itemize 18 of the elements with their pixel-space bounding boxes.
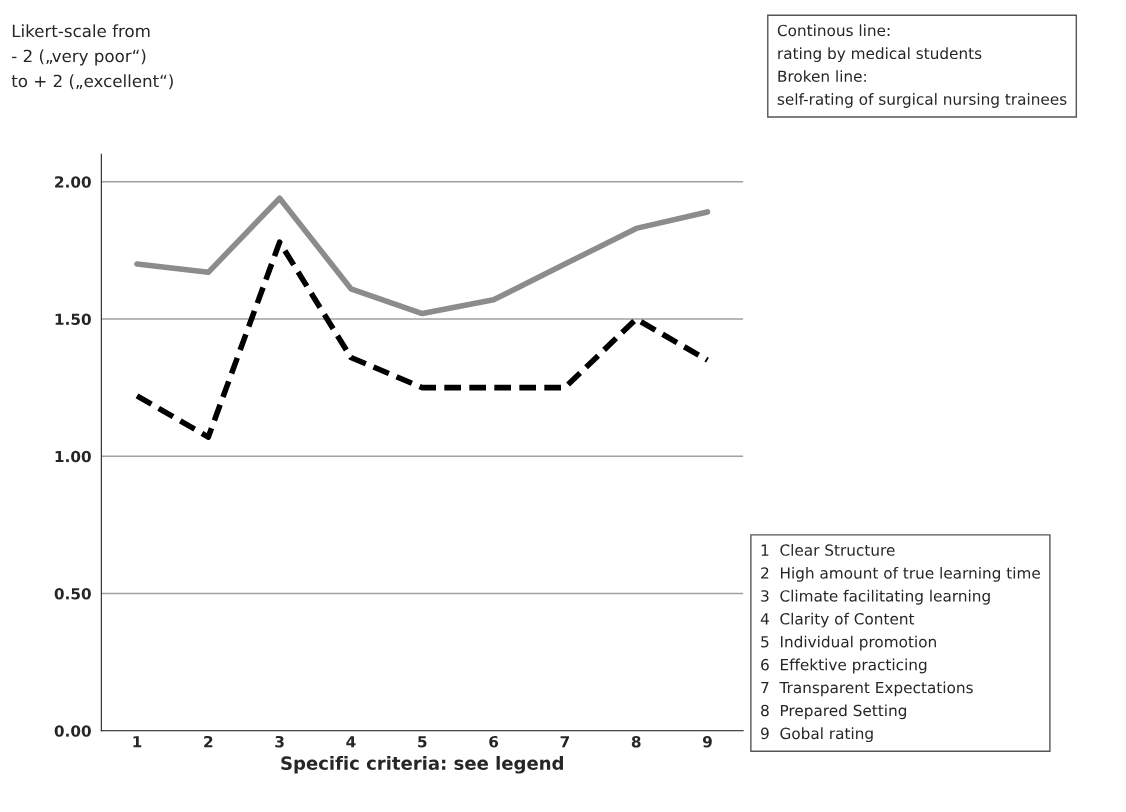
- y-tick-label: 0.50: [54, 588, 91, 600]
- text: Continous line: rating by medical students Broken line: self-rating of surgical nursing trainees: [777, 24, 1067, 108]
- x-tick-label: 7: [560, 736, 569, 748]
- y-tick-label: 1.50: [55, 313, 91, 326]
- x-tick-label: 5: [418, 736, 427, 748]
- y-tick-label: 0.00: [54, 725, 91, 737]
- text: Likert-scale from - 2 („very poor“) to + 2 („excellent“): [11, 24, 173, 90]
- text: 1 Clear Structure 2 High amount of true learning time 3 Climate facilitating learning 4 Clarity of Content 5 Individual promotion 6 Effektive practicing 7 Transparent Expectations 8 Prepared Setting 9 Gobal rating: [760, 544, 1040, 743]
- y-tick-label: 2.00: [55, 176, 91, 188]
- x-tick-label: 2: [204, 735, 213, 748]
- x-tick-label: 1: [133, 736, 142, 748]
- x-tick-label: 6: [489, 735, 499, 748]
- x-tick-label: 8: [631, 735, 641, 748]
- x-axis-title: Specific criteria: see legend: [281, 756, 563, 774]
- x-tick-label: 3: [275, 735, 284, 748]
- x-tick-label: 4: [346, 736, 356, 748]
- y-tick-label: 1.00: [55, 450, 91, 463]
- x-tick-label: 9: [702, 735, 712, 748]
